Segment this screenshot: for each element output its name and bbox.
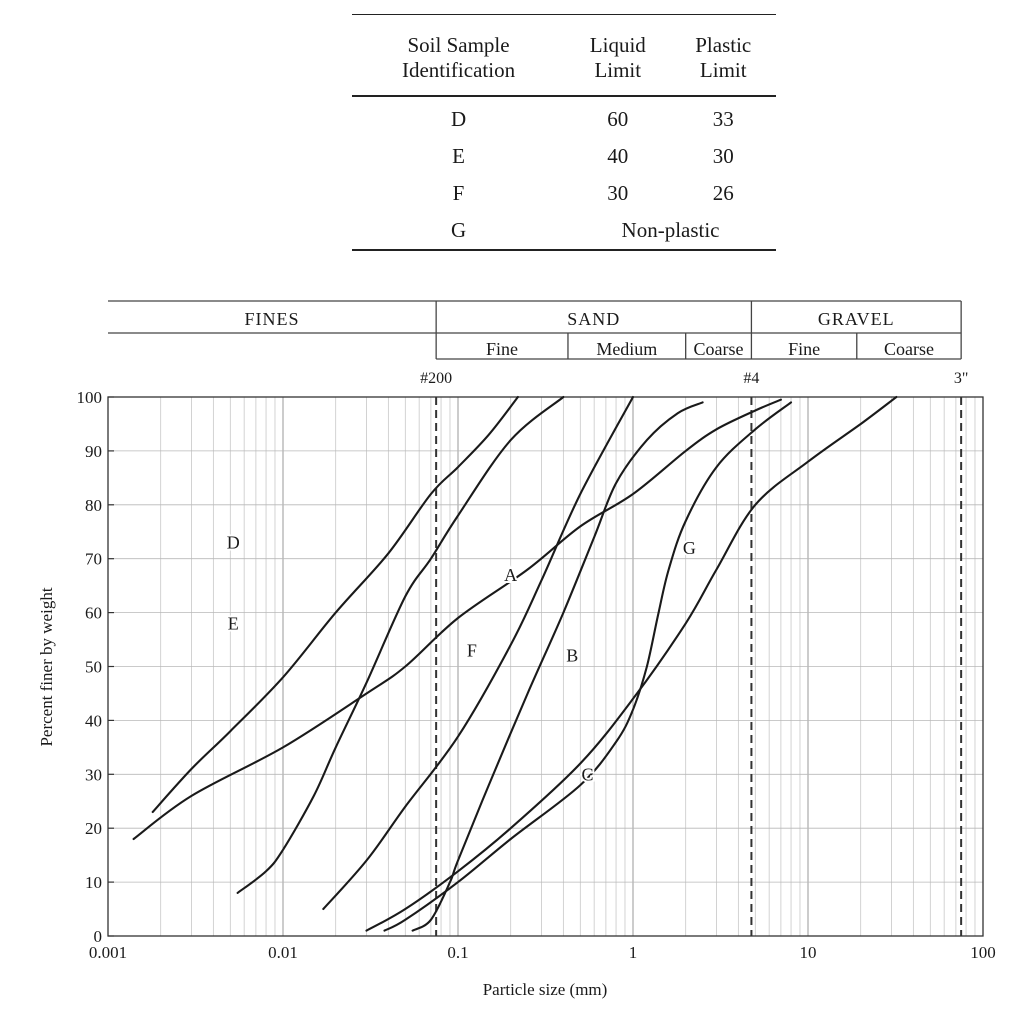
table-row: D 60 33 — [352, 96, 776, 138]
chart-axes: 0 10 20 30 40 50 60 70 80 90 100 0.001 0.01 0.1 1 10 100 — [77, 388, 996, 962]
table-row: G Non-plastic — [352, 212, 776, 251]
curve-D — [151, 395, 519, 814]
chart-grid — [108, 397, 983, 936]
curve-label-B: B — [566, 646, 578, 666]
sieve-label: #200 — [420, 370, 452, 387]
table-cell: D — [450, 107, 467, 131]
band-subgroup-label: Coarse — [694, 339, 744, 359]
sieve-label: 3" — [954, 370, 969, 387]
band-group-label: FINES — [245, 309, 300, 329]
table-row: F 30 26 — [352, 175, 776, 212]
sieve-label: #4 — [743, 370, 759, 387]
table-row: E 40 30 — [352, 138, 776, 175]
curve-F — [322, 395, 635, 911]
table-cell: 30 — [607, 181, 629, 205]
table-cell: 26 — [712, 181, 734, 205]
x-tick-label: 0.001 — [89, 943, 127, 962]
band-subgroup-label: Fine — [788, 339, 820, 359]
table-cell: E — [452, 144, 465, 168]
curve-label-E: E — [228, 613, 239, 633]
y-tick-label: 30 — [85, 765, 102, 784]
curve-label-C: C — [582, 764, 594, 784]
x-tick-label: 0.1 — [447, 943, 468, 962]
table-cell: G — [352, 212, 566, 251]
y-tick-label: 0 — [94, 927, 103, 946]
x-tick-label: 1 — [629, 943, 638, 962]
band-subgroup-label: Medium — [596, 339, 657, 359]
y-tick-label: 80 — [85, 496, 102, 515]
x-tick-label: 100 — [970, 943, 996, 962]
band-group-label: SAND — [567, 309, 620, 329]
x-axis-title: Particle size (mm) — [483, 980, 608, 999]
y-tick-label: 40 — [85, 711, 102, 730]
table-header-cell: Liquid Limit — [565, 14, 671, 97]
y-tick-label: 100 — [77, 388, 103, 407]
table-cell: 60 — [607, 107, 629, 131]
y-axis-title: Percent finer by weight — [37, 587, 56, 746]
soil-classification-band: Fine Medium Coarse Fine Coarse FINES SAND GRAVE… — [108, 300, 962, 360]
curve-label-G: G — [683, 538, 696, 558]
curve-E — [236, 395, 565, 894]
y-tick-label: 70 — [85, 550, 102, 569]
table-header-cell: Plastic Limit — [670, 14, 776, 97]
y-tick-label: 20 — [85, 819, 102, 838]
curve-labels: A B C D E F G — [225, 531, 698, 787]
soil-limits-table: Soil Sample Identification Liquid Limit Pl… — [352, 14, 776, 251]
band-group-label: GRAVEL — [818, 309, 895, 329]
y-tick-label: 60 — [85, 604, 102, 623]
table-cell: Non-plastic — [565, 212, 776, 251]
curve-label-D: D — [227, 533, 240, 553]
y-tick-label: 90 — [85, 442, 102, 461]
table-cell: 40 — [607, 144, 629, 168]
band-subgroup-label: Fine — [486, 339, 518, 359]
curve-C — [365, 395, 898, 932]
curve-A — [132, 398, 782, 841]
table-cell: F — [452, 181, 465, 205]
y-tick-label: 50 — [85, 658, 102, 677]
x-tick-label: 10 — [800, 943, 817, 962]
curve-G — [383, 401, 793, 932]
curve-label-A: A — [504, 565, 517, 585]
band-subgroup-label: Coarse — [884, 339, 934, 359]
table-header-cell: Soil Sample Identification — [352, 14, 566, 97]
gradation-curves — [132, 395, 898, 932]
table-cell: 33 — [712, 107, 734, 131]
curve-B — [411, 401, 704, 932]
table-header-row: Soil Sample Identification Liquid Limit Pl… — [352, 14, 776, 97]
curve-label-F: F — [467, 640, 477, 660]
sieve-lines: #200 #4 3" — [420, 370, 968, 936]
y-tick-label: 10 — [85, 873, 102, 892]
x-tick-label: 0.01 — [268, 943, 298, 962]
table-body: D 60 33 E 40 30 F 30 26 G Non-plastic — [352, 96, 776, 251]
table-cell: 30 — [712, 144, 734, 168]
